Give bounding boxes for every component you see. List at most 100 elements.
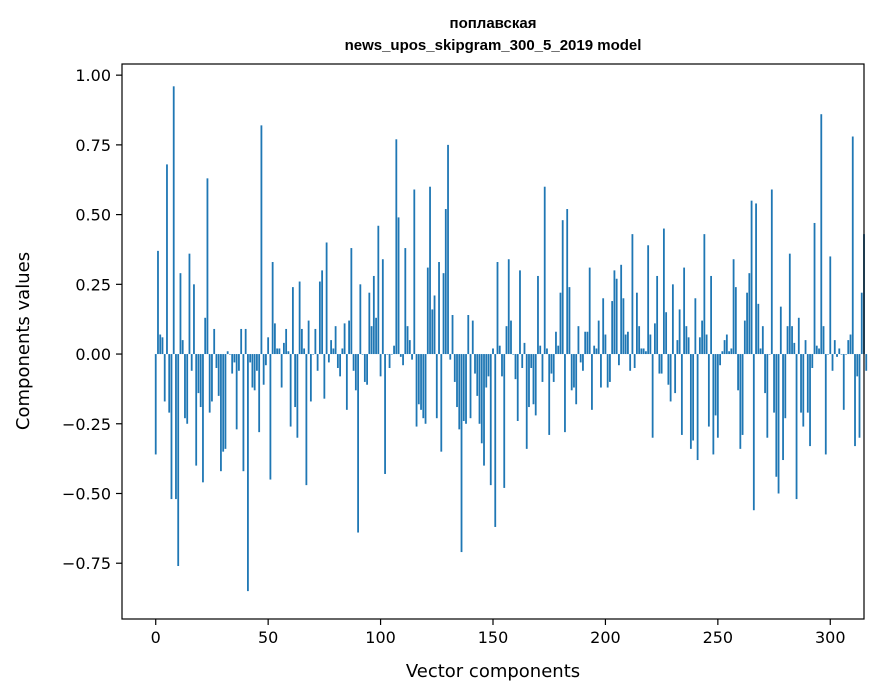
bar-245 [705,334,708,355]
bar-187 [575,354,578,405]
bar-213 [633,354,636,368]
bar-312 [856,354,859,377]
bar-113 [408,340,411,355]
bar-68 [307,320,310,355]
bar-86 [348,320,350,355]
bar-232 [676,340,679,355]
bar-241 [696,354,699,461]
bar-183 [566,209,569,355]
bar-296 [820,114,823,355]
bar-254 [725,334,728,355]
bar-163 [521,354,524,368]
bar-273 [768,354,771,355]
bar-3 [161,337,164,355]
bar-105 [390,354,393,355]
bar-220 [649,334,652,355]
bar-6 [168,354,171,413]
bar-127 [440,354,443,452]
bar-249 [714,354,717,416]
bar-257 [732,259,735,355]
bar-99 [377,225,380,355]
bar-61 [291,287,294,355]
x-tick-label: 150 [478,628,509,647]
bar-124 [433,295,436,355]
bar-193 [588,267,591,355]
y-tick-label: 0.50 [75,206,111,225]
bar-166 [528,354,530,408]
bar-80 [334,326,337,355]
bar-121 [426,267,429,355]
y-tick-label: −0.75 [62,554,111,573]
y-tick-label: 1.00 [75,66,111,85]
bar-238 [689,354,692,449]
bar-149 [489,354,492,486]
bar-50 [267,337,270,355]
bar-78 [330,340,333,355]
bar-27 [215,354,218,368]
bar-196 [595,348,598,355]
bar-212 [631,234,634,355]
bar-47 [260,125,263,355]
bar-57 [282,342,285,355]
bar-219 [647,245,650,355]
bar-243 [701,320,704,355]
bar-143 [476,354,479,396]
bar-122 [429,186,431,355]
bar-91 [359,284,362,355]
bar-142 [474,354,476,374]
bar-294 [815,345,818,355]
bar-295 [818,348,820,355]
x-axis-ticks: 0 50 100 150 200 250 300 [151,619,846,647]
bar-92 [361,354,364,355]
bar-94 [366,354,368,385]
bar-141 [471,320,474,355]
bar-192 [586,331,589,355]
bar-197 [597,320,600,355]
bar-242 [698,337,701,355]
bar-165 [525,354,528,449]
bar-226 [662,228,665,355]
bar-67 [305,354,308,486]
bar-32 [226,351,229,355]
bar-54 [276,348,279,355]
bar-131 [449,354,452,360]
bar-290 [806,354,809,413]
bar-45 [256,354,258,371]
x-tick-label: 300 [815,628,846,647]
bar-253 [723,340,726,355]
bar-151 [494,354,497,527]
bar-5 [166,164,168,355]
bar-251 [719,354,721,366]
bar-246 [707,354,710,427]
bar-95 [368,292,371,355]
bar-268 [757,303,760,355]
bar-74 [321,270,324,355]
bar-207 [620,264,623,355]
bar-134 [456,354,458,408]
bar-12 [181,340,184,355]
bar-148 [487,354,490,377]
bar-69 [309,354,312,402]
bar-72 [316,354,319,371]
bar-236 [685,326,688,355]
bar-14 [186,354,189,424]
bar-250 [716,354,719,438]
bar-119 [422,354,425,419]
bar-230 [671,284,674,355]
bar-270 [761,326,764,355]
bar-158 [510,320,512,355]
bar-71 [314,328,317,355]
plot-frame [121,63,865,620]
bar-36 [235,354,238,430]
bar-8 [172,86,175,355]
bar-279 [782,354,784,461]
bar-218 [645,351,647,355]
bar-180 [559,292,562,355]
bar-176 [550,354,553,374]
bar-90 [357,354,359,533]
bar-184 [568,287,571,355]
bar-178 [555,331,557,355]
bar-168 [532,354,535,405]
bar-56 [280,354,283,388]
